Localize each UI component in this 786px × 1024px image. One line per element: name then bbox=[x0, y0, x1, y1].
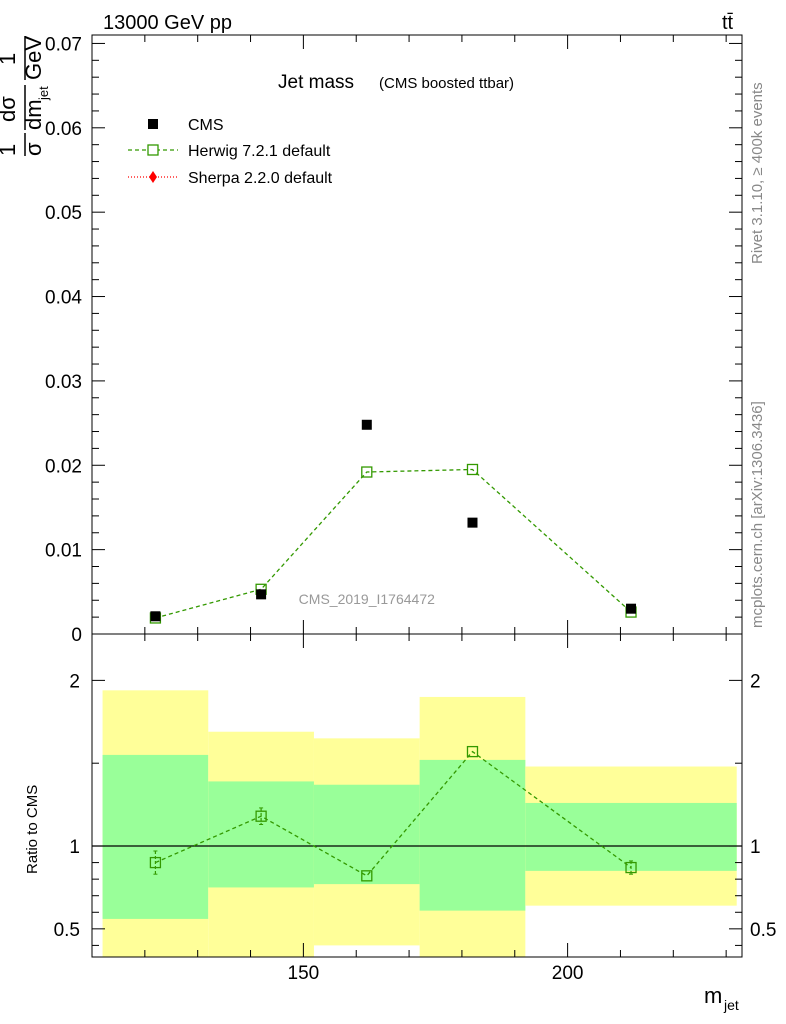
ratio-panel: 150 200 0.5 0.5 1 1 2 2 bbox=[54, 633, 776, 984]
ratio-ytick-label-right: 2 bbox=[750, 671, 761, 692]
ratio-frame bbox=[91, 633, 743, 958]
main-ylabel: 1 σ dσ dm jet 1 GeV bbox=[0, 36, 51, 156]
main-panel: 0 0.01 0.02 0.03 0.04 0.05 0.06 0.07 CMS_2019_I1… bbox=[45, 34, 743, 646]
ytick-label: 0.01 bbox=[45, 541, 82, 562]
ratio-point bbox=[361, 870, 373, 882]
ratio-ytick-label-left: 1 bbox=[69, 837, 80, 858]
legend-label: Sherpa 2.2.0 default bbox=[188, 170, 333, 187]
ratio-ytick-label-right: 1 bbox=[750, 837, 761, 858]
svg-text:dσ: dσ bbox=[0, 96, 20, 122]
svg-text:GeV: GeV bbox=[21, 36, 46, 80]
ratio-point bbox=[466, 745, 479, 758]
legend-cms-marker bbox=[148, 119, 158, 129]
chart-subtitle: (CMS boosted ttbar) bbox=[379, 75, 514, 92]
svg-text:1: 1 bbox=[0, 53, 20, 65]
ytick-label: 0.05 bbox=[45, 203, 82, 224]
ytick-label: 0.02 bbox=[45, 456, 82, 477]
ratio-ytick-label-right: 0.5 bbox=[750, 920, 776, 941]
ytick-label: 0.04 bbox=[45, 288, 82, 309]
svg-text:jet: jet bbox=[36, 86, 51, 101]
analysis-id: CMS_2019_I1764472 bbox=[299, 591, 435, 607]
svg-text:dm: dm bbox=[21, 99, 46, 130]
herwig-point bbox=[361, 466, 373, 478]
herwig-line bbox=[155, 468, 632, 619]
ytick-label: 0.06 bbox=[45, 119, 82, 140]
cms-point bbox=[256, 589, 267, 600]
rivet-label: Rivet 3.1.10, ≥ 400k events bbox=[749, 82, 766, 264]
ratio-ylabel: Ratio to CMS bbox=[24, 785, 41, 874]
legend-label: Herwig 7.2.1 default bbox=[188, 143, 331, 160]
ratio-point bbox=[625, 861, 637, 874]
chart-title: Jet mass bbox=[278, 72, 354, 93]
svg-text:1: 1 bbox=[0, 144, 20, 156]
xtick-label: 150 bbox=[288, 963, 320, 984]
ratio-line bbox=[155, 750, 632, 877]
xtick-label: 200 bbox=[552, 963, 584, 984]
cms-point bbox=[361, 419, 372, 430]
header-left: 13000 GeV pp bbox=[103, 12, 232, 34]
ratio-point bbox=[149, 856, 162, 869]
ratio-point bbox=[255, 810, 267, 822]
main-title: Jet mass (CMS boosted ttbar) bbox=[278, 72, 514, 93]
inner-band-3 bbox=[419, 759, 526, 911]
legend-herwig-marker bbox=[147, 144, 159, 156]
herwig-point bbox=[466, 463, 479, 476]
legend-label: CMS bbox=[188, 117, 224, 134]
inner-band-1 bbox=[208, 781, 314, 888]
svg-text:m: m bbox=[704, 983, 722, 1008]
inner-band-0 bbox=[102, 754, 209, 919]
legend: CMS Herwig 7.2.1 default Sherpa 2.2.0 defa… bbox=[128, 117, 333, 187]
header-right: tt̄ bbox=[722, 12, 734, 34]
cms-point bbox=[626, 603, 637, 614]
svg-text:σ: σ bbox=[21, 142, 46, 156]
ratio-ytick-label-left: 2 bbox=[69, 671, 80, 692]
ytick-label: 0 bbox=[71, 625, 82, 646]
mcplots-label: mcplots.cern.ch [arXiv:1306.3436] bbox=[749, 401, 766, 628]
ratio-ytick-label-left: 0.5 bbox=[54, 920, 80, 941]
legend-sherpa-marker bbox=[149, 171, 157, 183]
ytick-label: 0.07 bbox=[45, 34, 82, 55]
cms-point bbox=[150, 611, 161, 622]
cms-point bbox=[467, 517, 478, 528]
xlabel: m jet bbox=[704, 983, 739, 1013]
svg-text:jet: jet bbox=[723, 997, 739, 1013]
inner-band-4 bbox=[525, 802, 737, 871]
inner-band-2 bbox=[313, 784, 420, 885]
ytick-label: 0.03 bbox=[45, 372, 82, 393]
